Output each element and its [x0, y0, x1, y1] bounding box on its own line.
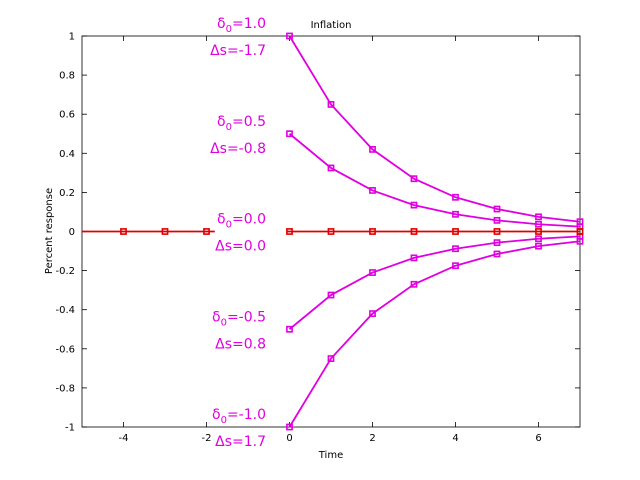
- delta-value: =0.5: [232, 114, 266, 130]
- delta-symbol: δ: [212, 407, 221, 423]
- data-point-marker: [286, 32, 293, 40]
- y-axis-label: Percent response: [44, 188, 55, 274]
- y-tick-label: 0.8: [59, 71, 75, 82]
- y-tick-label: -0.6: [55, 344, 75, 355]
- y-tick-label: 0.6: [59, 110, 75, 121]
- delta-symbol: δ: [212, 309, 221, 325]
- data-point-marker: [452, 228, 459, 235]
- data-point-marker: [410, 254, 418, 262]
- data-point-marker: [369, 228, 376, 235]
- delta-subscript: 0: [221, 317, 227, 328]
- data-point-marker: [535, 242, 542, 250]
- delta-value: =-1.0: [227, 407, 266, 423]
- annotation-ds: Δs=1.7: [215, 434, 266, 450]
- annotation-ds: Δs=0.8: [215, 336, 266, 352]
- chart-title: Inflation: [311, 20, 352, 31]
- data-point-marker: [410, 228, 418, 235]
- data-point-marker: [369, 187, 376, 194]
- data-point-marker: [369, 269, 376, 276]
- delta-value: =0.0: [232, 212, 266, 228]
- data-point-marker: [452, 193, 459, 201]
- y-tick-label: 0: [69, 227, 75, 238]
- annotation-ds: Δs=0.0: [215, 239, 266, 255]
- x-tick-label: 2: [369, 433, 375, 444]
- x-tick-label: 6: [535, 433, 541, 444]
- data-point-marker: [286, 423, 293, 431]
- y-tick-label: 0.2: [59, 188, 75, 199]
- y-tick-label: -1: [65, 423, 75, 434]
- data-point-marker: [410, 280, 418, 288]
- data-point-marker: [410, 201, 418, 209]
- y-tick-label: -0.4: [55, 305, 75, 316]
- data-point-marker: [327, 164, 335, 172]
- x-tick-label: -2: [202, 433, 212, 444]
- series-line: [288, 133, 581, 228]
- annotation-delta: δ0=-1.0: [212, 407, 266, 426]
- data-point-marker: [327, 291, 335, 299]
- data-point-marker: [576, 237, 584, 245]
- annotation-ds: Δs=-0.8: [210, 141, 266, 157]
- data-point-marker: [493, 216, 501, 224]
- data-point-marker: [286, 228, 293, 235]
- annotation-delta: δ0=1.0: [217, 16, 266, 35]
- axis-ticks: -4 -2 0 2 4 6 1 0.8 0.6 0.4 0.2 0 -0.2 -0.4 -0.6 -0.8 -1: [55, 32, 580, 444]
- data-point-marker: [327, 355, 335, 362]
- data-point-marker: [493, 205, 501, 213]
- delta-value: =1.0: [232, 16, 266, 32]
- baseline-group: [82, 228, 584, 235]
- y-tick-label: 1: [69, 32, 75, 43]
- data-point-marker: [120, 228, 127, 235]
- data-point-marker: [452, 245, 459, 253]
- data-point-marker: [535, 228, 542, 235]
- data-point-marker: [535, 213, 542, 221]
- annotation-delta: δ0=-0.5: [212, 309, 266, 328]
- x-axis-label: Time: [318, 450, 343, 461]
- series-line: [288, 240, 581, 428]
- delta-subscript: 0: [226, 122, 232, 133]
- data-point-marker: [535, 235, 542, 243]
- data-point-marker: [327, 228, 335, 235]
- delta-subscript: 0: [221, 415, 227, 426]
- series-group: [286, 32, 584, 431]
- annotation-delta: δ0=0.0: [217, 212, 266, 231]
- delta-symbol: δ: [217, 212, 226, 228]
- delta-value: =-0.5: [227, 309, 266, 325]
- annotation-delta: δ0=0.5: [217, 114, 266, 133]
- series-line: [288, 35, 581, 223]
- data-point-marker: [286, 130, 293, 138]
- data-point-marker: [369, 145, 376, 153]
- delta-symbol: δ: [217, 114, 226, 130]
- data-point-marker: [327, 101, 335, 108]
- data-point-marker: [161, 228, 169, 235]
- annotation-ds: Δs=-1.7: [210, 43, 266, 59]
- y-tick-label: -0.2: [55, 266, 75, 277]
- data-point-marker: [493, 239, 501, 247]
- data-point-marker: [452, 262, 459, 270]
- data-point-marker: [369, 310, 376, 318]
- x-tick-label: 4: [452, 433, 458, 444]
- delta-subscript: 0: [226, 220, 232, 231]
- data-point-marker: [286, 325, 293, 333]
- delta-subscript: 0: [226, 24, 232, 35]
- annotation-group: δ0=1.0Δs=-1.7δ0=0.5Δs=-0.8δ0=0.0Δs=0.0δ0…: [210, 16, 266, 450]
- x-tick-label: 0: [286, 433, 292, 444]
- data-point-marker: [493, 228, 501, 235]
- data-point-marker: [452, 210, 459, 218]
- delta-symbol: δ: [217, 16, 226, 32]
- data-point-marker: [493, 250, 501, 258]
- y-tick-label: 0.4: [59, 149, 75, 160]
- y-tick-label: -0.8: [55, 383, 75, 394]
- x-tick-label: -4: [119, 433, 129, 444]
- data-point-marker: [203, 228, 210, 235]
- series-line: [288, 235, 581, 330]
- data-point-marker: [576, 228, 584, 235]
- data-point-marker: [535, 220, 542, 228]
- data-point-marker: [410, 175, 418, 183]
